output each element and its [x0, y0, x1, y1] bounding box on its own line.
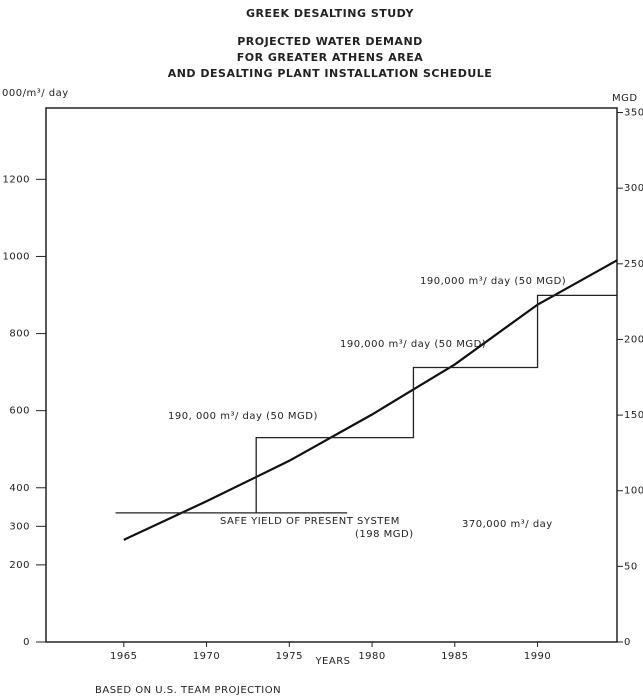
y-tick-label: 800	[9, 329, 30, 340]
x-tick-label: 1975	[276, 651, 303, 662]
y2-tick-label: 50	[624, 561, 638, 572]
x-tick-label: 1970	[193, 651, 220, 662]
annotation: (198 MGD)	[355, 529, 414, 540]
chart-title: FOR GREATER ATHENS AREA	[237, 51, 424, 64]
y2-tick-label: 350	[624, 108, 643, 119]
y2-tick-label: 300	[624, 183, 643, 194]
y2-axis-label: MGD	[612, 93, 638, 104]
header: GREEK DESALTING STUDY	[246, 7, 414, 20]
x-tick-label: 1980	[358, 651, 385, 662]
series-line	[123, 259, 618, 541]
y2-tick-label: 200	[624, 334, 643, 345]
footer: BASED ON U.S. TEAM PROJECTION	[95, 685, 281, 696]
y-tick-label: 0	[23, 637, 30, 648]
x-tick-label: 1985	[441, 651, 468, 662]
x-axis-label: YEARS	[314, 656, 350, 667]
y2-tick-label: 0	[624, 637, 631, 648]
y-tick-label: 1200	[3, 174, 30, 185]
y2-tick-label: 100	[624, 486, 643, 497]
annotation: SAFE YIELD OF PRESENT SYSTEM	[220, 516, 400, 527]
chart-title: AND DESALTING PLANT INSTALLATION SCHEDUL…	[168, 67, 493, 80]
plot-frame	[45, 107, 618, 643]
series-line	[255, 294, 617, 513]
annotation: 190,000 m³/ day (50 MGD)	[340, 339, 486, 350]
y2-tick-label: 150	[624, 410, 643, 421]
y-tick-label: 200	[9, 560, 30, 571]
y-tick-label: 1000	[3, 251, 30, 262]
annotation: 190, 000 m³/ day (50 MGD)	[168, 411, 318, 422]
y-tick-label: 600	[9, 406, 30, 417]
chart-title: PROJECTED WATER DEMAND	[237, 35, 423, 48]
x-tick-label: 1990	[524, 651, 551, 662]
y-axis-label: 000/m³/ day	[2, 88, 69, 99]
x-tick-label: 1965	[110, 651, 137, 662]
y2-tick-label: 250	[624, 259, 643, 270]
y-tick-label: 400	[9, 483, 30, 494]
y-tick-label: 300	[9, 521, 30, 532]
annotation: 370,000 m³/ day	[462, 519, 553, 530]
annotation: 190,000 m³/ day (50 MGD)	[420, 276, 566, 287]
